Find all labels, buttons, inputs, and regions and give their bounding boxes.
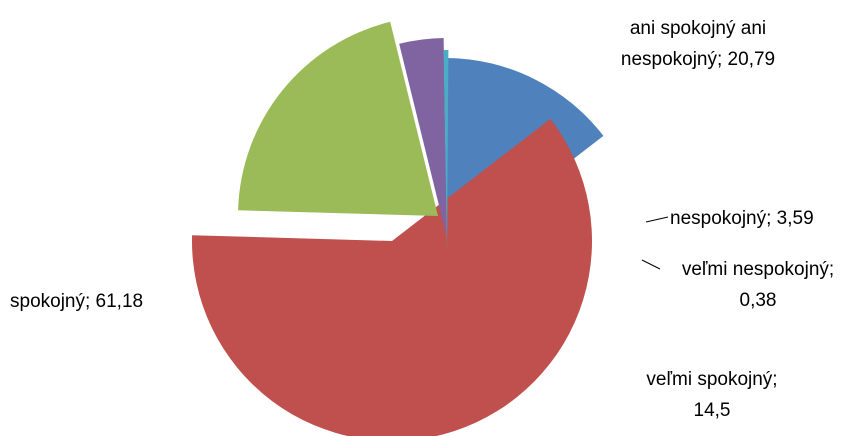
slice-label-2: spokojný; 61,18 [10,291,143,312]
pie-slice-5 [443,49,449,251]
pie-slice-4 [399,38,447,238]
leader-line-4 [645,216,669,223]
pie-slices [192,21,604,436]
leader-lines [641,216,669,270]
pie-slice-2 [192,118,592,436]
slice-label-4: nespokojný; 3,59 [670,208,814,229]
leader-line-5 [641,259,661,270]
slice-label-3: ani spokojný ani nespokojný; 20,79 [621,18,775,70]
pie-slice-3 [238,21,438,216]
slice-label-1: veľmi spokojný; 14,5 [646,369,777,421]
slice-label-5: veľmi nespokojný; 0,38 [682,259,834,311]
slice-labels: veľmi spokojný; 14,5 spokojný; 61,18 ani sp… [10,18,834,421]
